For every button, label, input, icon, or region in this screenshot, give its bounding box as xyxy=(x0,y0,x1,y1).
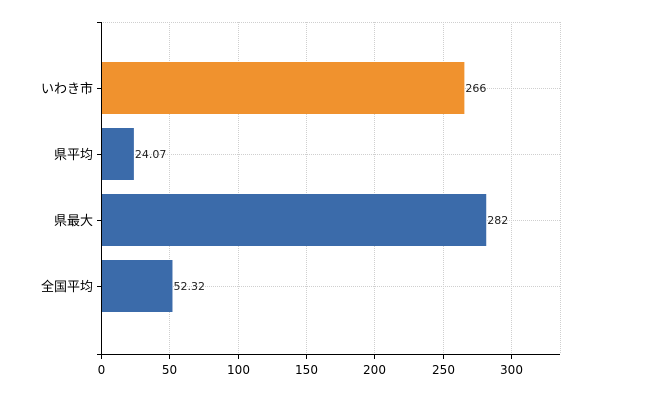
x-tick-label: 100 xyxy=(227,363,250,377)
data-label: 24.07 xyxy=(135,148,167,161)
x-tick-label: 50 xyxy=(162,363,177,377)
data-label: 282 xyxy=(487,214,508,227)
bar-1 xyxy=(101,62,465,114)
x-tick-label: 300 xyxy=(500,363,523,377)
data-label: 52.32 xyxy=(173,280,205,293)
y-category-label: 県最大 xyxy=(54,214,93,229)
y-category-label: 全国平均 xyxy=(41,279,93,295)
bar-4 xyxy=(101,260,173,312)
x-tick-label: 200 xyxy=(363,363,386,377)
axes xyxy=(97,22,560,359)
x-tick-label: 0 xyxy=(98,363,106,377)
bar-2 xyxy=(101,128,134,180)
bars xyxy=(101,62,487,312)
y-category-label: いわき市 xyxy=(41,81,93,97)
x-tick-label: 250 xyxy=(432,363,455,377)
bar-3 xyxy=(101,194,487,246)
x-tick-label: 150 xyxy=(295,363,318,377)
data-label: 266 xyxy=(465,82,486,95)
y-category-label: 県平均 xyxy=(54,148,93,163)
